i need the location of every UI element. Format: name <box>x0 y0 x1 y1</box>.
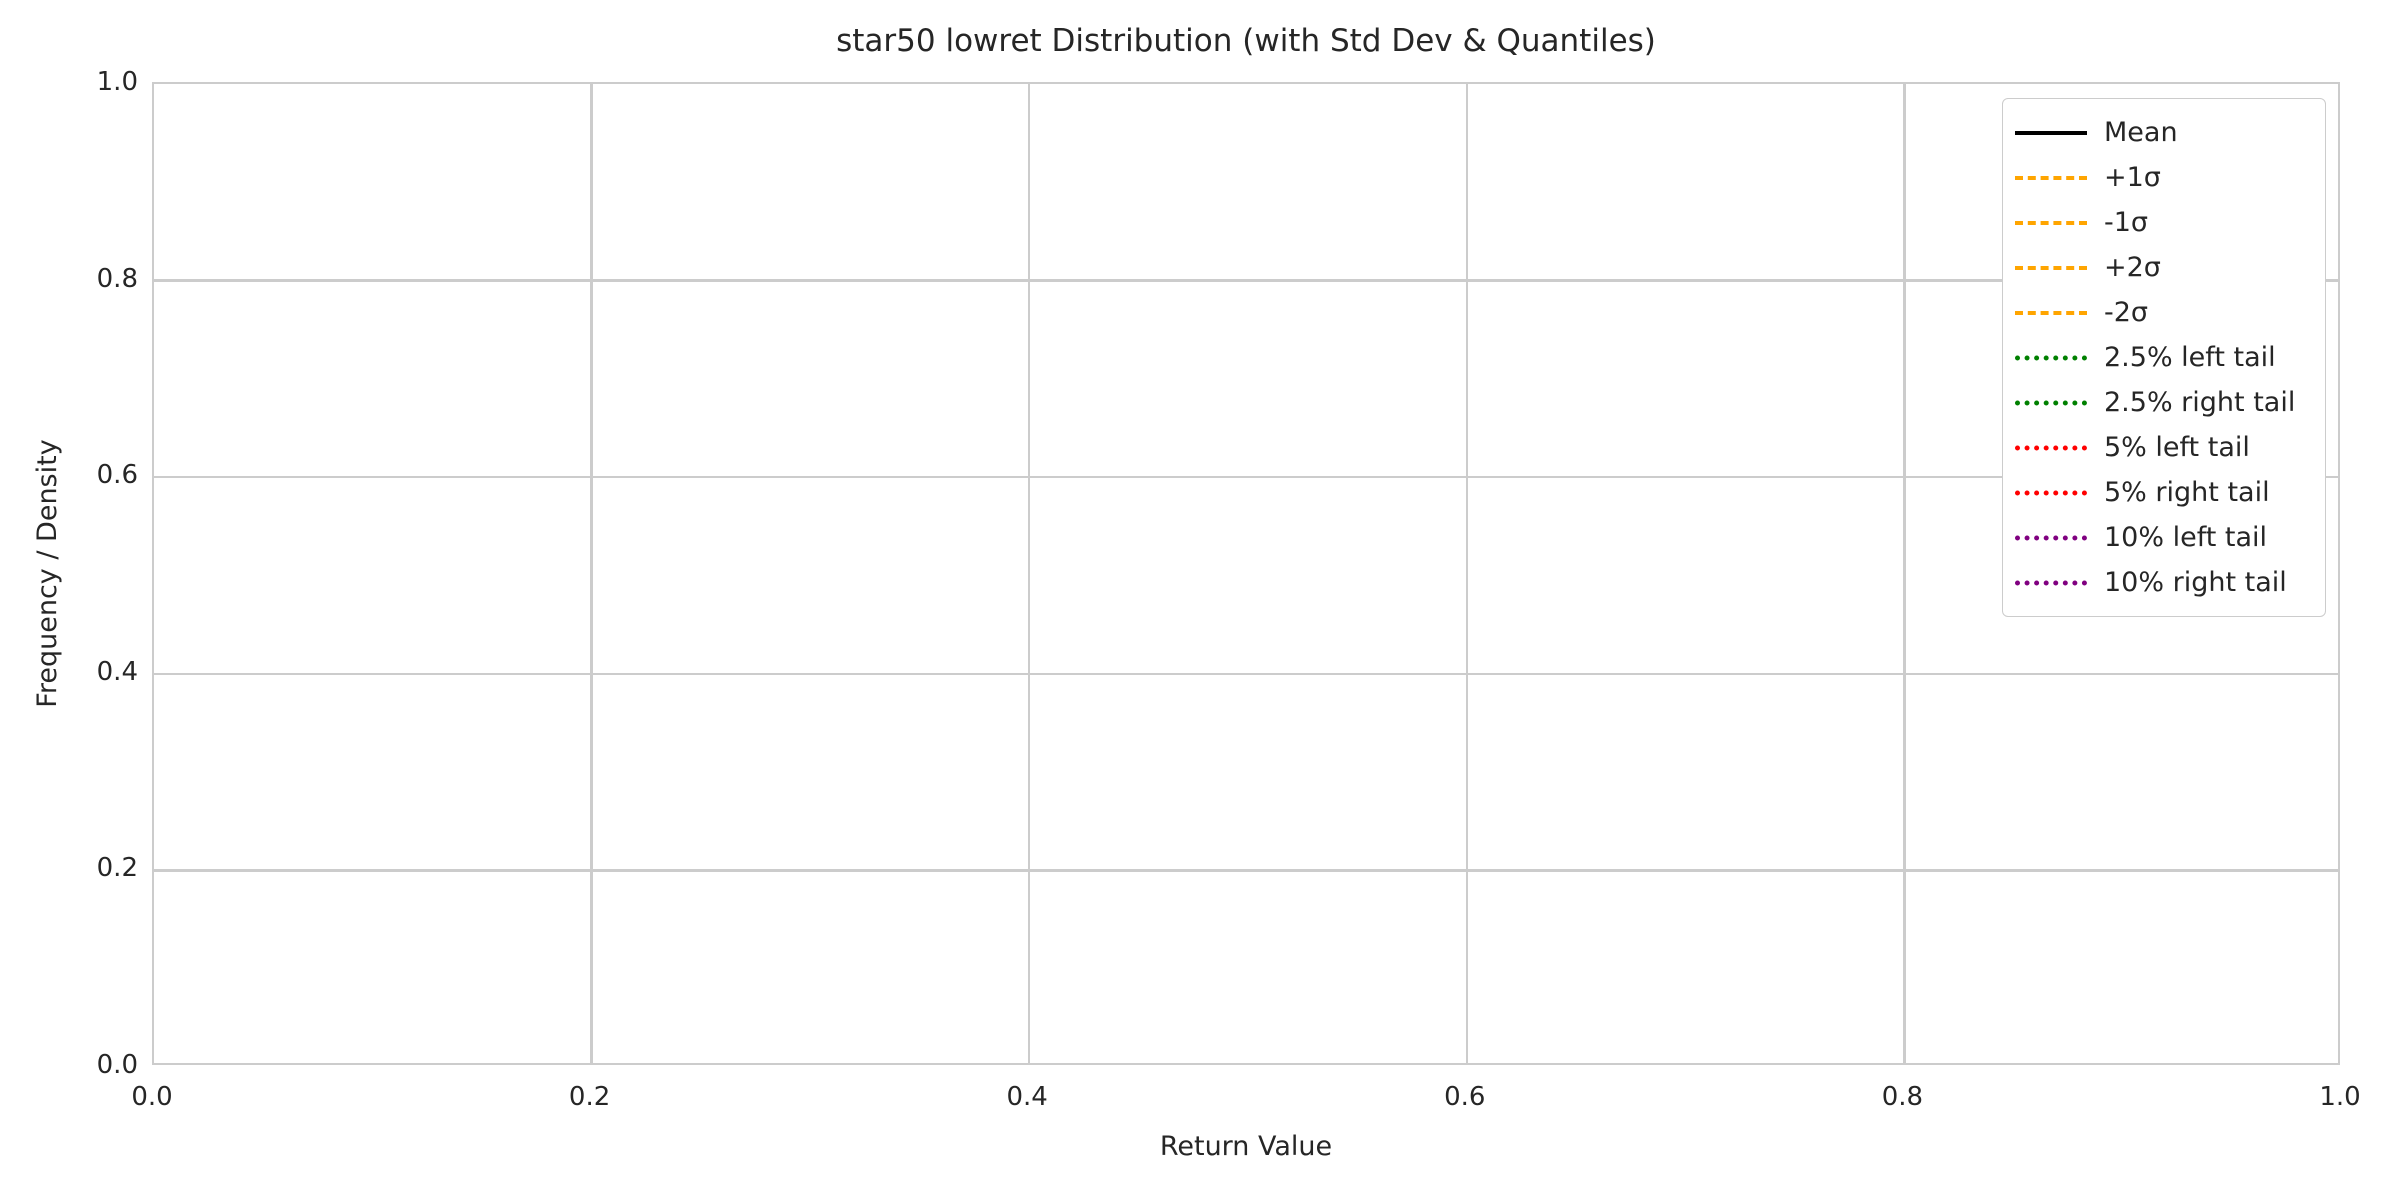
legend-line-icon <box>2015 347 2087 369</box>
legend-item[interactable]: 2.5% left tail <box>2015 335 2313 380</box>
legend-item-label: 5% right tail <box>2104 476 2270 508</box>
x-axis-label: Return Value <box>1159 1131 1333 1162</box>
legend-item[interactable]: 2.5% right tail <box>2015 380 2313 425</box>
legend-line-icon <box>2015 437 2087 459</box>
legend-item[interactable]: 5% left tail <box>2015 425 2313 470</box>
legend-item-label: 2.5% left tail <box>2104 341 2276 373</box>
gridline-vertical <box>1903 84 1906 1063</box>
legend-line-icon <box>2015 302 2087 324</box>
legend-item-label: -2σ <box>2104 296 2149 328</box>
legend[interactable]: Mean +1σ -1σ +2σ -2σ 2.5% left tail 2.5% right… <box>2002 98 2326 617</box>
legend-line-icon <box>2015 482 2087 504</box>
y-tick-label: 0.0 <box>96 1050 138 1080</box>
legend-item[interactable]: 5% right tail <box>2015 470 2313 515</box>
gridline-horizontal <box>154 475 2338 479</box>
x-tick-label: 0.2 <box>568 1082 611 1112</box>
y-axis-label: Frequency / Density <box>32 439 63 708</box>
legend-item-label: -1σ <box>2104 206 2149 238</box>
x-tick-label: 0.0 <box>131 1082 173 1112</box>
gridline-horizontal <box>154 672 2338 676</box>
gridline-vertical <box>1027 84 1031 1063</box>
legend-item-label: +2σ <box>2104 251 2161 283</box>
gridline-vertical <box>1465 84 1469 1063</box>
legend-item[interactable]: +2σ <box>2015 245 2313 290</box>
legend-line-icon <box>2015 527 2087 549</box>
legend-item-label: 10% left tail <box>2104 521 2268 553</box>
legend-item-label: 2.5% right tail <box>2104 386 2296 418</box>
gridline-horizontal <box>154 279 2338 282</box>
legend-item[interactable]: 10% right tail <box>2015 560 2313 605</box>
page-title: star50 lowret Distribution (with Std Dev… <box>836 23 1656 59</box>
y-tick-label: 0.6 <box>96 460 138 491</box>
legend-item-label: Mean <box>2104 116 2178 148</box>
y-tick-label: 1.0 <box>96 67 138 97</box>
legend-line-icon <box>2015 572 2087 594</box>
x-tick-label: 1.0 <box>2319 1082 2361 1112</box>
legend-item-label: 10% right tail <box>2104 566 2287 598</box>
legend-item[interactable]: -1σ <box>2015 200 2313 245</box>
y-tick-label: 0.8 <box>96 263 138 294</box>
x-tick-label: 0.4 <box>1006 1082 1048 1112</box>
legend-line-icon <box>2015 212 2087 234</box>
legend-line-icon <box>2015 257 2087 279</box>
plot-area <box>152 82 2340 1065</box>
x-tick-label: 0.8 <box>1881 1082 1924 1112</box>
y-tick-label: 0.2 <box>96 853 138 884</box>
legend-line-icon <box>2015 392 2087 414</box>
legend-item-label: 5% left tail <box>2104 431 2250 463</box>
legend-item[interactable]: -2σ <box>2015 290 2313 335</box>
legend-item[interactable]: +1σ <box>2015 155 2313 200</box>
x-tick-label: 0.6 <box>1444 1082 1486 1112</box>
legend-line-icon <box>2015 122 2087 144</box>
legend-item[interactable]: 10% left tail <box>2015 515 2313 560</box>
legend-item[interactable]: Mean <box>2015 110 2313 155</box>
y-tick-label: 0.4 <box>96 656 138 687</box>
legend-line-icon <box>2015 167 2087 189</box>
legend-item-label: +1σ <box>2104 161 2161 193</box>
gridline-horizontal <box>154 869 2338 872</box>
gridline-vertical <box>590 84 593 1063</box>
